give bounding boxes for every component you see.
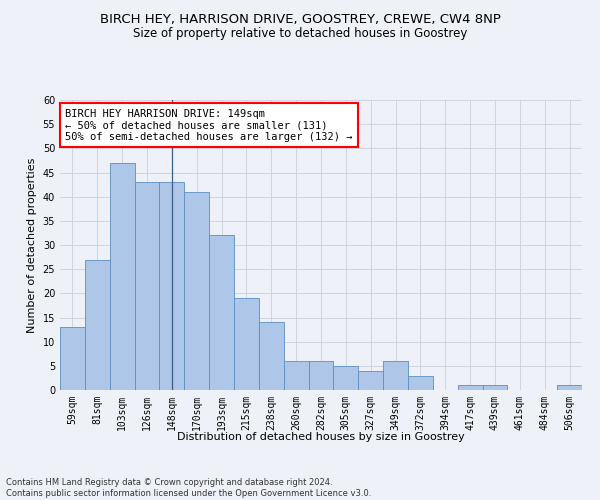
Bar [458, 385, 482, 390]
Bar [259, 322, 284, 390]
Bar [60, 327, 85, 390]
Bar [85, 260, 110, 390]
Bar [557, 385, 582, 390]
Bar [408, 376, 433, 390]
Bar [482, 385, 508, 390]
Bar [234, 298, 259, 390]
Y-axis label: Number of detached properties: Number of detached properties [27, 158, 37, 332]
Bar [358, 370, 383, 390]
Bar [134, 182, 160, 390]
Text: BIRCH HEY, HARRISON DRIVE, GOOSTREY, CREWE, CW4 8NP: BIRCH HEY, HARRISON DRIVE, GOOSTREY, CRE… [100, 12, 500, 26]
Text: Distribution of detached houses by size in Goostrey: Distribution of detached houses by size … [177, 432, 465, 442]
Text: Contains HM Land Registry data © Crown copyright and database right 2024.
Contai: Contains HM Land Registry data © Crown c… [6, 478, 371, 498]
Bar [160, 182, 184, 390]
Text: BIRCH HEY HARRISON DRIVE: 149sqm
← 50% of detached houses are smaller (131)
50% : BIRCH HEY HARRISON DRIVE: 149sqm ← 50% o… [65, 108, 353, 142]
Bar [334, 366, 358, 390]
Bar [383, 361, 408, 390]
Bar [308, 361, 334, 390]
Bar [209, 236, 234, 390]
Bar [110, 163, 134, 390]
Bar [284, 361, 308, 390]
Text: Size of property relative to detached houses in Goostrey: Size of property relative to detached ho… [133, 28, 467, 40]
Bar [184, 192, 209, 390]
